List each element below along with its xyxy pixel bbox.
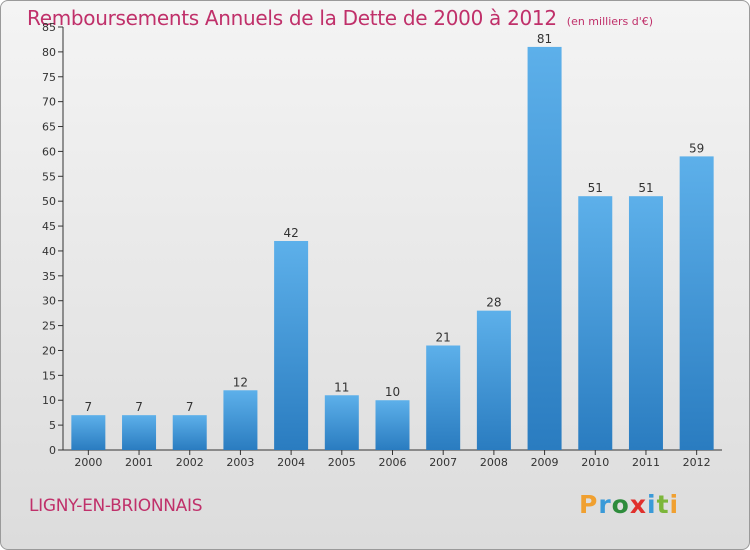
bar-2010 <box>578 196 613 450</box>
x-tick-label: 2007 <box>429 456 457 469</box>
data-labels: 7 7 7 12 42 11 10 21 28 81 51 51 59 <box>85 32 705 414</box>
logo-letter: i <box>669 490 680 519</box>
x-tick-label: 2002 <box>176 456 204 469</box>
x-tick-label: 2008 <box>480 456 508 469</box>
logo-letter: P <box>579 490 599 519</box>
y-tick-label: 55 <box>42 170 56 183</box>
data-label-2003: 12 <box>233 375 248 389</box>
x-tick-label: 2005 <box>328 456 356 469</box>
data-label-2004: 42 <box>283 226 298 240</box>
x-tick-label: 2010 <box>581 456 609 469</box>
bar-2001 <box>122 415 157 450</box>
x-tick-label: 2001 <box>125 456 153 469</box>
y-tick-label: 75 <box>42 71 56 84</box>
x-tick-label: 2009 <box>531 456 559 469</box>
bar-2003 <box>223 390 258 450</box>
logo-letter: o <box>611 490 630 519</box>
chart-subtitle: (en milliers d'€) <box>566 15 654 28</box>
x-tick-label: 2006 <box>379 456 407 469</box>
y-tick-label: 20 <box>42 344 56 357</box>
commune-name: LIGNY-EN-BRIONNAIS <box>29 496 203 516</box>
x-tick-label: 2000 <box>74 456 102 469</box>
y-tick-label: 0 <box>49 444 56 457</box>
bar-2000 <box>71 415 106 450</box>
y-tick-label: 70 <box>42 96 56 109</box>
bar-2011 <box>628 196 663 450</box>
y-tick-label: 35 <box>42 270 56 283</box>
bar-2007 <box>426 345 461 450</box>
data-label-2010: 51 <box>588 181 603 195</box>
bar-2004 <box>274 240 309 450</box>
logo-letter: i <box>647 490 657 519</box>
bar-2002 <box>172 415 207 450</box>
title-text: Remboursements Annuels de la Dette de 20… <box>27 6 557 30</box>
y-tick-label: 65 <box>42 121 56 134</box>
data-label-2011: 51 <box>638 181 653 195</box>
y-tick-label: 45 <box>42 220 56 233</box>
data-label-2005: 11 <box>334 380 349 394</box>
y-tick-label: 10 <box>42 394 56 407</box>
data-label-2001: 7 <box>135 400 143 414</box>
y-tick-label: 25 <box>42 320 56 333</box>
proxiti-logo[interactable]: Proxiti <box>579 490 679 519</box>
data-label-2002: 7 <box>186 400 194 414</box>
x-axis: 2000 2001 2002 2003 2004 2005 2006 2007 2008 2009… <box>63 449 722 469</box>
chart-title: Remboursements Annuels de la Dette de 20… <box>27 6 653 30</box>
x-tick-label: 2003 <box>226 456 254 469</box>
bar-2008 <box>476 310 511 450</box>
y-tick-label: 50 <box>42 195 56 208</box>
logo-letter: x <box>629 490 647 519</box>
data-label-2012: 59 <box>689 141 704 155</box>
bars <box>71 46 714 450</box>
data-label-2007: 21 <box>436 330 451 344</box>
bar-2012 <box>679 156 714 450</box>
y-tick-label: 60 <box>42 145 56 158</box>
y-tick-label: 5 <box>49 419 56 432</box>
bar-2005 <box>324 395 359 450</box>
data-label-2008: 28 <box>486 296 501 310</box>
x-tick-label: 2012 <box>683 456 711 469</box>
data-label-2000: 7 <box>85 400 93 414</box>
bar-2009 <box>527 46 562 450</box>
y-tick-label: 40 <box>42 245 56 258</box>
y-tick-label: 85 <box>42 21 56 34</box>
x-tick-label: 2011 <box>632 456 660 469</box>
y-tick-label: 80 <box>42 46 56 59</box>
x-tick-label: 2004 <box>277 456 305 469</box>
y-axis: 0 5 10 15 20 25 30 35 40 45 50 55 60 65 70 75 80 85 <box>42 21 64 457</box>
logo-letter: t <box>656 490 670 519</box>
bar-2006 <box>375 400 410 450</box>
logo-letter: r <box>598 490 612 519</box>
data-label-2006: 10 <box>385 385 400 399</box>
y-tick-label: 30 <box>42 295 56 308</box>
y-tick-label: 15 <box>42 369 56 382</box>
data-label-2009: 81 <box>537 32 552 46</box>
